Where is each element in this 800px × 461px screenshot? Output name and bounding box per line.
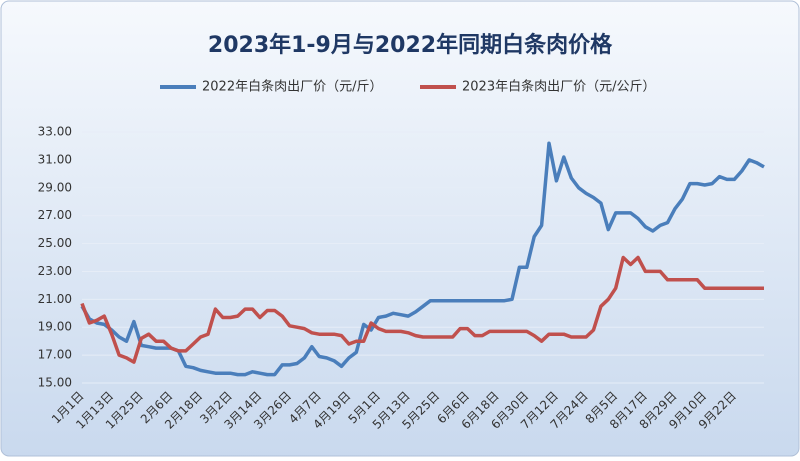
y-tick-label: 25.00 <box>38 236 72 250</box>
y-tick-label: 29.00 <box>38 180 72 194</box>
legend-label: 2022年白条肉出厂价（元/斤） <box>202 79 382 95</box>
y-tick-label: 15.00 <box>38 376 72 390</box>
data-line <box>80 141 765 377</box>
y-tick-label: 19.00 <box>38 320 72 334</box>
chart-title: 2023年1-9月与2022年同期白条肉价格 <box>208 32 613 58</box>
y-tick-label: 33.00 <box>38 125 72 139</box>
y-tick-label: 27.00 <box>38 208 72 222</box>
legend-label: 2023年白条肉出厂价（元/公斤） <box>462 79 655 95</box>
y-tick-label: 31.00 <box>38 152 72 166</box>
y-tick-label: 23.00 <box>38 264 72 278</box>
data-line <box>80 255 764 364</box>
y-tick-label: 17.00 <box>38 348 72 362</box>
legend: 2022年白条肉出厂价（元/斤） 2023年白条肉出厂价（元/公斤） <box>160 79 655 95</box>
y-tick-label: 21.00 <box>38 292 72 306</box>
